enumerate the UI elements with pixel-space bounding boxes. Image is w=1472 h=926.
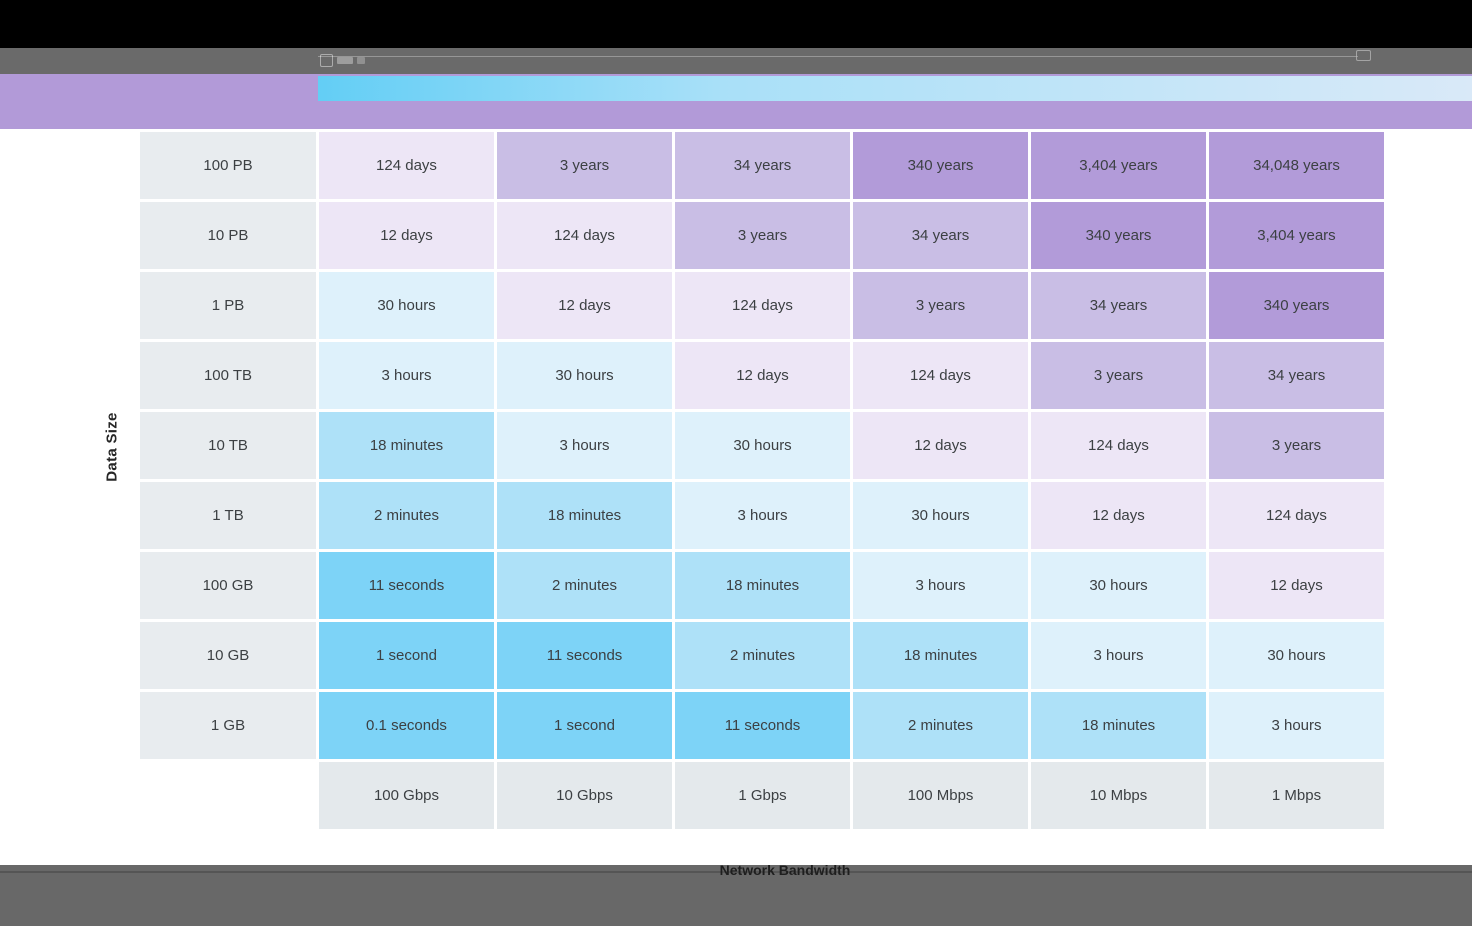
toolbar-glyphs xyxy=(320,53,365,67)
column-header-cell: 1 Mbps xyxy=(1209,762,1384,829)
purple-banner xyxy=(0,74,1472,129)
heatmap-cell: 12 days xyxy=(675,342,850,409)
heatmap-cell: 1 second xyxy=(497,692,672,759)
heatmap-cell: 18 minutes xyxy=(1031,692,1206,759)
heatmap-cell: 12 days xyxy=(497,272,672,339)
heatmap-cell: 3 hours xyxy=(497,412,672,479)
row-header-cell: 1 GB xyxy=(140,692,316,759)
x-axis-label: Network Bandwidth xyxy=(719,862,851,878)
heatmap-cell: 3 years xyxy=(1031,342,1206,409)
y-axis-label: Data Size xyxy=(103,412,121,482)
heatmap-cell: 34 years xyxy=(675,132,850,199)
gradient-scale-bar xyxy=(318,76,1472,101)
heatmap-cell: 3 years xyxy=(497,132,672,199)
heatmap-cell: 34 years xyxy=(1209,342,1384,409)
heatmap-cell: 124 days xyxy=(675,272,850,339)
heatmap-cell: 30 hours xyxy=(1031,552,1206,619)
window-top-bar xyxy=(0,0,1472,48)
heatmap-cell: 11 seconds xyxy=(675,692,850,759)
heatmap-cell: 12 days xyxy=(1031,482,1206,549)
column-header-cell: 10 Gbps xyxy=(497,762,672,829)
heatmap-cell: 12 days xyxy=(1209,552,1384,619)
row-header-cell: 100 TB xyxy=(140,342,316,409)
footer-divider xyxy=(0,871,1472,873)
heatmap-cell: 2 minutes xyxy=(319,482,494,549)
heatmap-cell: 18 minutes xyxy=(497,482,672,549)
heatmap-cell: 3 years xyxy=(1209,412,1384,479)
heatmap-cell: 340 years xyxy=(853,132,1028,199)
toolbar-label-glyph xyxy=(357,56,365,64)
heatmap-cell: 124 days xyxy=(1209,482,1384,549)
heatmap-cell: 34 years xyxy=(1031,272,1206,339)
heatmap-cell: 0.1 seconds xyxy=(319,692,494,759)
heatmap-cell: 30 hours xyxy=(675,412,850,479)
toolbar-rule xyxy=(318,56,1358,57)
heatmap-cell: 3,404 years xyxy=(1031,132,1206,199)
heatmap-cell: 34,048 years xyxy=(1209,132,1384,199)
toolbar-label-glyph xyxy=(337,56,353,64)
corner-cell xyxy=(140,762,316,829)
heatmap-cell: 340 years xyxy=(1209,272,1384,339)
heatmap-cell: 3 hours xyxy=(319,342,494,409)
heatmap-cell: 12 days xyxy=(319,202,494,269)
heatmap-cell: 2 minutes xyxy=(853,692,1028,759)
heatmap-cell: 3,404 years xyxy=(1209,202,1384,269)
heatmap-cell: 124 days xyxy=(497,202,672,269)
toolbar-page-icon xyxy=(320,53,333,67)
row-header-cell: 100 PB xyxy=(140,132,316,199)
heatmap-cell: 1 second xyxy=(319,622,494,689)
heatmap-cell: 18 minutes xyxy=(319,412,494,479)
row-header-cell: 10 TB xyxy=(140,412,316,479)
row-header-cell: 1 PB xyxy=(140,272,316,339)
heatmap-cell: 12 days xyxy=(853,412,1028,479)
heatmap-cell: 2 minutes xyxy=(497,552,672,619)
heatmap-cell: 124 days xyxy=(853,342,1028,409)
row-header-cell: 10 PB xyxy=(140,202,316,269)
heatmap-cell: 124 days xyxy=(319,132,494,199)
heatmap-cell: 30 hours xyxy=(1209,622,1384,689)
toolbar-handle-icon[interactable] xyxy=(1356,50,1371,61)
heatmap-cell: 34 years xyxy=(853,202,1028,269)
heatmap-cell: 340 years xyxy=(1031,202,1206,269)
heatmap-cell: 3 years xyxy=(675,202,850,269)
heatmap-cell: 11 seconds xyxy=(319,552,494,619)
heatmap-cell: 18 minutes xyxy=(675,552,850,619)
heatmap-cell: 124 days xyxy=(1031,412,1206,479)
heatmap-cell: 2 minutes xyxy=(675,622,850,689)
toolbar xyxy=(0,48,1472,74)
row-header-cell: 100 GB xyxy=(140,552,316,619)
heatmap-cell: 30 hours xyxy=(319,272,494,339)
column-header-cell: 10 Mbps xyxy=(1031,762,1206,829)
row-header-cell: 10 GB xyxy=(140,622,316,689)
heatmap-cell: 3 hours xyxy=(853,552,1028,619)
heatmap-cell: 30 hours xyxy=(853,482,1028,549)
heatmap-table: 100 PB 124 days 3 years 34 years 340 years 3,… xyxy=(140,132,1384,829)
heatmap-cell: 3 years xyxy=(853,272,1028,339)
heatmap-cell: 3 hours xyxy=(1031,622,1206,689)
row-header-cell: 1 TB xyxy=(140,482,316,549)
column-header-cell: 100 Mbps xyxy=(853,762,1028,829)
heatmap-cell: 11 seconds xyxy=(497,622,672,689)
footer-bar xyxy=(0,865,1472,926)
heatmap-cell: 3 hours xyxy=(1209,692,1384,759)
heatmap-cell: 18 minutes xyxy=(853,622,1028,689)
column-header-cell: 1 Gbps xyxy=(675,762,850,829)
heatmap-cell: 30 hours xyxy=(497,342,672,409)
column-header-cell: 100 Gbps xyxy=(319,762,494,829)
heatmap-cell: 3 hours xyxy=(675,482,850,549)
